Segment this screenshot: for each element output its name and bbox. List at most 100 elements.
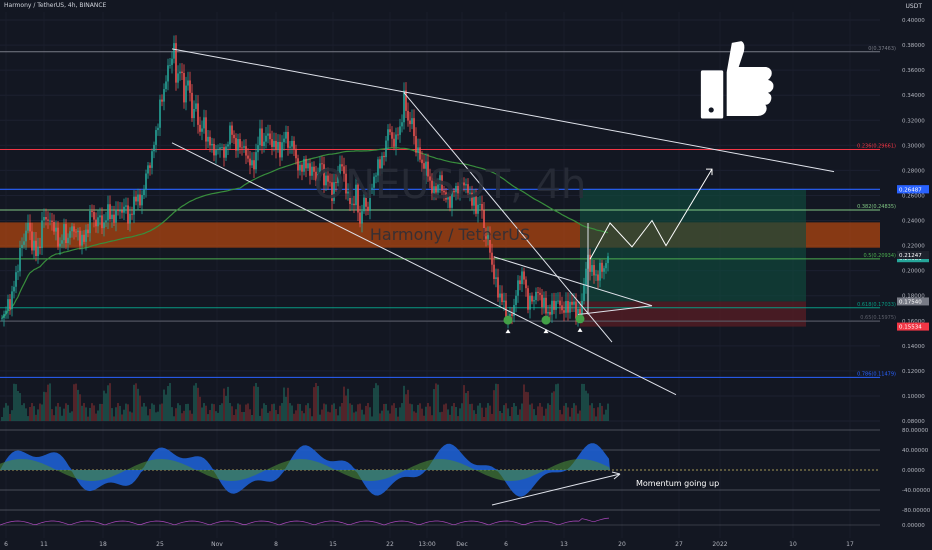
candle-body [139,194,141,206]
volume-bar [301,410,303,421]
volume-bar [81,405,83,421]
candle-body [265,135,267,142]
candle-body [403,90,405,123]
volume-bar [517,414,519,421]
projection-line [589,168,713,260]
price-tick-label: 0.14000 [902,344,925,350]
volume-bar [187,403,189,421]
candle-body [439,175,441,185]
candle-body [511,313,513,317]
volume-bar [193,385,195,421]
indicator-tick-label: -40.00000 [902,488,931,494]
price-tick-label: 0.40000 [902,18,925,24]
volume-bar [575,405,577,421]
candle-body [281,142,283,158]
candle-body [275,140,277,150]
price-label-box [897,322,929,331]
candle-body [293,140,295,149]
price-tick-label: 0.16000 [902,319,925,325]
volume-bar [265,405,267,421]
candle-body [573,301,575,305]
candle-body [85,229,87,242]
candle-body [25,230,27,242]
volume-bar [145,406,147,421]
candle-body [169,64,171,66]
candle-body [383,155,385,158]
volume-bar [177,403,179,421]
candle-body [19,247,21,272]
volume-bar [227,386,229,421]
bottom-marker [541,315,551,325]
volume-bar [563,405,565,421]
candle-body [15,272,17,287]
bottom-markers [503,314,585,334]
candle-body [551,300,553,315]
candle-body [271,139,273,147]
time-axis[interactable]: 6 11 18 25 Nov 8 15 22 13:00 Dec 6 13 20 27 2022 10 17 [4,541,854,548]
candle-body [225,146,227,158]
volume-bar [537,406,539,421]
volume-bar [457,416,459,421]
candle-body [267,133,269,136]
candle-body [521,271,523,285]
fib-label: 0.786(0.11479) [857,371,896,377]
price-label-box [897,185,929,194]
candle-body [547,312,549,314]
bottom-marker [503,315,513,325]
candle-body [323,164,325,186]
volume-bar [161,403,163,421]
volume-bar [183,410,185,421]
candle-body [97,217,99,227]
volume-bar [583,383,585,421]
candle-body [269,133,271,140]
price-tick-label: 0.18000 [902,294,925,300]
time-tick-label: 17 [846,541,854,548]
price-axis[interactable]: 0.40000 0.38000 0.36000 0.34000 0.32000 0.300… [902,18,925,425]
candle-body [553,300,555,310]
candle-body [603,268,605,272]
price-tick-label: 0.10000 [902,394,925,400]
candle-body [249,158,251,166]
candle-body [61,240,63,244]
candle-body [63,224,65,241]
bottom-marker [575,314,585,324]
candle-body [75,231,77,233]
candle-body [259,128,261,146]
candle-body [145,173,147,190]
volume-bar [97,410,99,421]
fib-label: 0.382(0.24835) [857,204,896,210]
candle-body [461,182,463,184]
volume-bar [571,407,573,421]
candle-body [73,226,75,232]
volume-bar [23,403,25,421]
candle-body [99,215,101,218]
candle-body [345,173,347,194]
volume-bar [365,405,367,421]
volume-bar [467,390,469,421]
candle-body [367,206,369,211]
subpane-tick-label: 0.00000 [902,523,925,529]
candle-body [589,254,591,272]
time-tick-label: 13 [560,541,568,548]
volume-bar [533,409,535,421]
candle-body [163,89,165,102]
candle-body [45,217,47,220]
candle-body [411,118,413,125]
candle-body [69,231,71,238]
candle-body [523,271,525,280]
candle-body [229,125,231,145]
volume-bar [1,417,3,421]
volume-bar [189,410,191,421]
candle-body [317,173,319,181]
oscillator-pane: 80.00000 40.00000 0.00000 -40.00000 -80.0000… [0,428,931,514]
candle-body [487,235,489,239]
candle-body [303,158,305,172]
volume-bar [35,414,37,421]
candle-body [287,131,289,148]
volume-bar [545,408,547,421]
candle-body [531,295,533,302]
volume-bar [447,409,449,421]
candle-body [409,120,411,125]
volume-bar [283,387,285,421]
